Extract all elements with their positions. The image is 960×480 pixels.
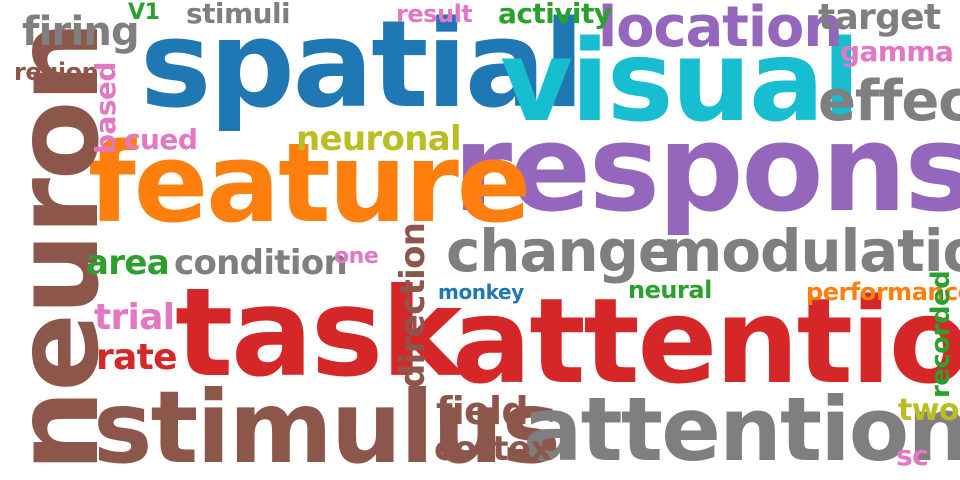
word-neuronal: neuronal xyxy=(296,119,462,159)
word-response: response xyxy=(453,100,960,239)
word-condition: condition xyxy=(174,243,348,283)
word-change: change xyxy=(446,217,677,285)
word-area: area xyxy=(86,243,170,283)
word-activity: activity xyxy=(498,0,612,30)
word-v1: V1 xyxy=(128,0,160,25)
word-effect: effect xyxy=(818,69,960,134)
word-modulation: modulation xyxy=(662,217,960,285)
word-trial: trial xyxy=(94,297,175,338)
word-task: task xyxy=(175,262,462,404)
word-cued: cued xyxy=(124,123,198,156)
word-attentional: attentional xyxy=(523,378,960,480)
word-target: target xyxy=(818,0,941,38)
word-location: location xyxy=(598,0,843,60)
word-region: region xyxy=(14,58,99,86)
word-rate: rate xyxy=(96,337,178,378)
word-cortex: cortex xyxy=(434,429,552,469)
word-stimuli: stimuli xyxy=(186,0,291,30)
word-neural: neural xyxy=(628,276,712,304)
word-result: result xyxy=(396,0,473,28)
word-direction: direction xyxy=(393,222,433,388)
word-gamma: gamma xyxy=(840,35,954,68)
word-firing: firing xyxy=(22,9,140,55)
word-spatial: spatial xyxy=(140,0,585,135)
word-field: field xyxy=(436,389,529,433)
word-stimulus: stimulus xyxy=(93,369,561,480)
word-recorded: recorded xyxy=(926,270,956,398)
word-performance: performance xyxy=(806,278,960,306)
word-attention: attention xyxy=(452,272,960,410)
word-monkey: monkey xyxy=(438,280,524,304)
word-two: two xyxy=(898,393,959,428)
word-based: based xyxy=(89,62,122,154)
word-feature: feature xyxy=(88,119,531,247)
word-visual: visual xyxy=(500,17,861,147)
word-sc: sc xyxy=(896,439,929,472)
word-one: one xyxy=(334,244,379,269)
